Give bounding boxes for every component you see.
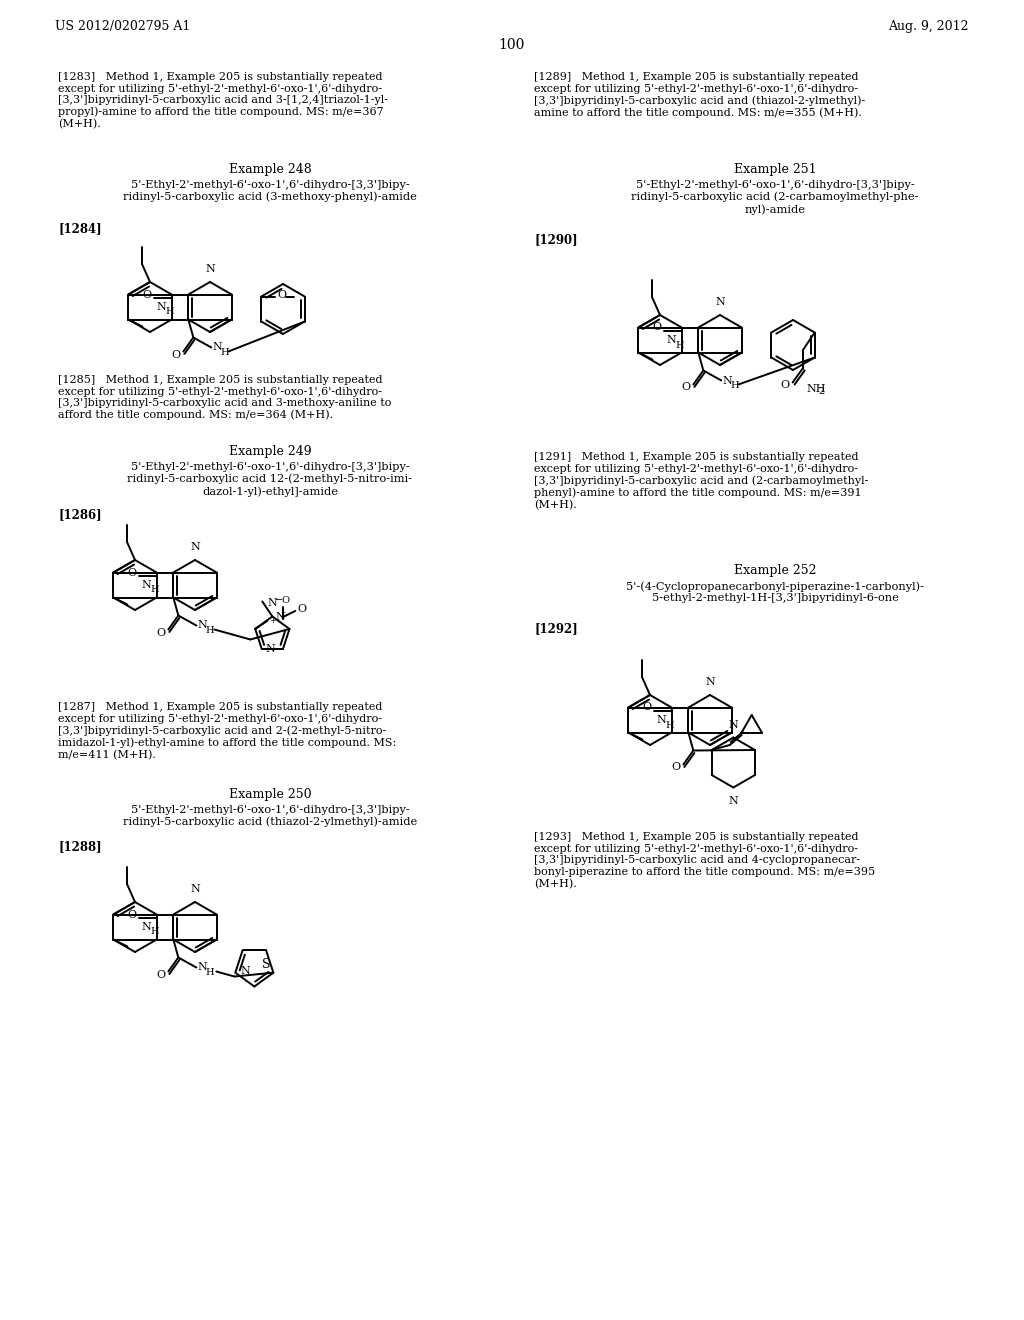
Text: Example 248: Example 248	[228, 162, 311, 176]
Text: O: O	[157, 627, 165, 638]
Text: [1290]: [1290]	[534, 234, 578, 246]
Text: [1287]   Method 1, Example 205 is substantially repeated
except for utilizing 5': [1287] Method 1, Example 205 is substant…	[58, 702, 396, 760]
Text: H: H	[676, 341, 684, 350]
Text: O: O	[171, 350, 180, 359]
Text: H: H	[151, 586, 159, 594]
Text: [1285]   Method 1, Example 205 is substantially repeated
except for utilizing 5': [1285] Method 1, Example 205 is substant…	[58, 375, 391, 421]
Text: [1289]   Method 1, Example 205 is substantially repeated
except for utilizing 5': [1289] Method 1, Example 205 is substant…	[534, 73, 865, 119]
Text: [1286]: [1286]	[58, 508, 101, 521]
Text: N: N	[728, 719, 738, 730]
Text: N: N	[706, 677, 715, 686]
Text: Aug. 9, 2012: Aug. 9, 2012	[889, 20, 969, 33]
Text: N: N	[205, 264, 215, 275]
Text: N: N	[275, 612, 285, 622]
Text: O: O	[128, 568, 136, 578]
Text: H: H	[220, 348, 229, 356]
Text: 5'-Ethyl-2'-methyl-6'-oxo-1',6'-dihydro-[3,3']bipy-
ridinyl-5-carboxylic acid (2: 5'-Ethyl-2'-methyl-6'-oxo-1',6'-dihydro-…	[631, 180, 919, 215]
Text: N: N	[141, 921, 152, 932]
Text: H: H	[151, 928, 159, 936]
Text: N: N	[667, 335, 677, 345]
Text: H: H	[730, 381, 739, 389]
Text: S: S	[262, 958, 270, 972]
Text: N: N	[190, 543, 200, 552]
Text: NH: NH	[807, 384, 826, 395]
Text: O: O	[128, 909, 136, 920]
Text: [1283]   Method 1, Example 205 is substantially repeated
except for utilizing 5': [1283] Method 1, Example 205 is substant…	[58, 73, 388, 129]
Text: [1292]: [1292]	[534, 622, 578, 635]
Text: US 2012/0202795 A1: US 2012/0202795 A1	[55, 20, 190, 33]
Text: 5'-Ethyl-2'-methyl-6'-oxo-1',6'-dihydro-[3,3']bipy-
ridinyl-5-carboxylic acid (t: 5'-Ethyl-2'-methyl-6'-oxo-1',6'-dihydro-…	[123, 805, 417, 828]
Text: H: H	[666, 721, 674, 730]
Text: 100: 100	[499, 38, 525, 51]
Text: 5'-Ethyl-2'-methyl-6'-oxo-1',6'-dihydro-[3,3']bipy-
ridinyl-5-carboxylic acid (3: 5'-Ethyl-2'-methyl-6'-oxo-1',6'-dihydro-…	[123, 180, 417, 202]
Text: N: N	[265, 644, 274, 655]
Text: N: N	[241, 966, 250, 975]
Text: H: H	[206, 968, 214, 977]
Text: N: N	[212, 342, 222, 352]
Text: N: N	[141, 579, 152, 590]
Text: O: O	[642, 702, 651, 713]
Text: O: O	[142, 289, 152, 300]
Text: [1291]   Method 1, Example 205 is substantially repeated
except for utilizing 5': [1291] Method 1, Example 205 is substant…	[534, 451, 868, 510]
Text: Example 251: Example 251	[733, 162, 816, 176]
Text: Example 249: Example 249	[228, 445, 311, 458]
Text: O: O	[780, 380, 790, 389]
Text: [1293]   Method 1, Example 205 is substantially repeated
except for utilizing 5': [1293] Method 1, Example 205 is substant…	[534, 832, 876, 888]
Text: O: O	[157, 969, 165, 979]
Text: N: N	[267, 598, 278, 609]
Text: 5'-(4-Cyclopropanecarbonyl-piperazine-1-carbonyl)-
5-ethyl-2-methyl-1H-[3,3']bip: 5'-(4-Cyclopropanecarbonyl-piperazine-1-…	[626, 581, 924, 603]
Text: O: O	[278, 290, 287, 301]
Text: 5'-Ethyl-2'-methyl-6'-oxo-1',6'-dihydro-[3,3']bipy-
ridinyl-5-carboxylic acid 12: 5'-Ethyl-2'-methyl-6'-oxo-1',6'-dihydro-…	[127, 462, 413, 496]
Text: N: N	[715, 297, 725, 308]
Text: +: +	[269, 616, 276, 624]
Text: O: O	[297, 605, 306, 614]
Text: [1284]: [1284]	[58, 222, 101, 235]
Text: O: O	[671, 763, 680, 772]
Text: H: H	[165, 308, 174, 317]
Text: Example 252: Example 252	[734, 564, 816, 577]
Text: 2: 2	[818, 387, 825, 396]
Text: N: N	[190, 884, 200, 894]
Text: O: O	[681, 383, 690, 392]
Text: N: N	[198, 962, 207, 973]
Text: −O: −O	[275, 595, 291, 605]
Text: N: N	[656, 715, 667, 725]
Text: N: N	[198, 620, 207, 631]
Text: H: H	[206, 626, 214, 635]
Text: N: N	[157, 302, 167, 312]
Text: N: N	[728, 796, 738, 805]
Text: N: N	[722, 375, 732, 385]
Text: O: O	[652, 322, 662, 333]
Text: Example 250: Example 250	[228, 788, 311, 801]
Text: [1288]: [1288]	[58, 840, 101, 853]
